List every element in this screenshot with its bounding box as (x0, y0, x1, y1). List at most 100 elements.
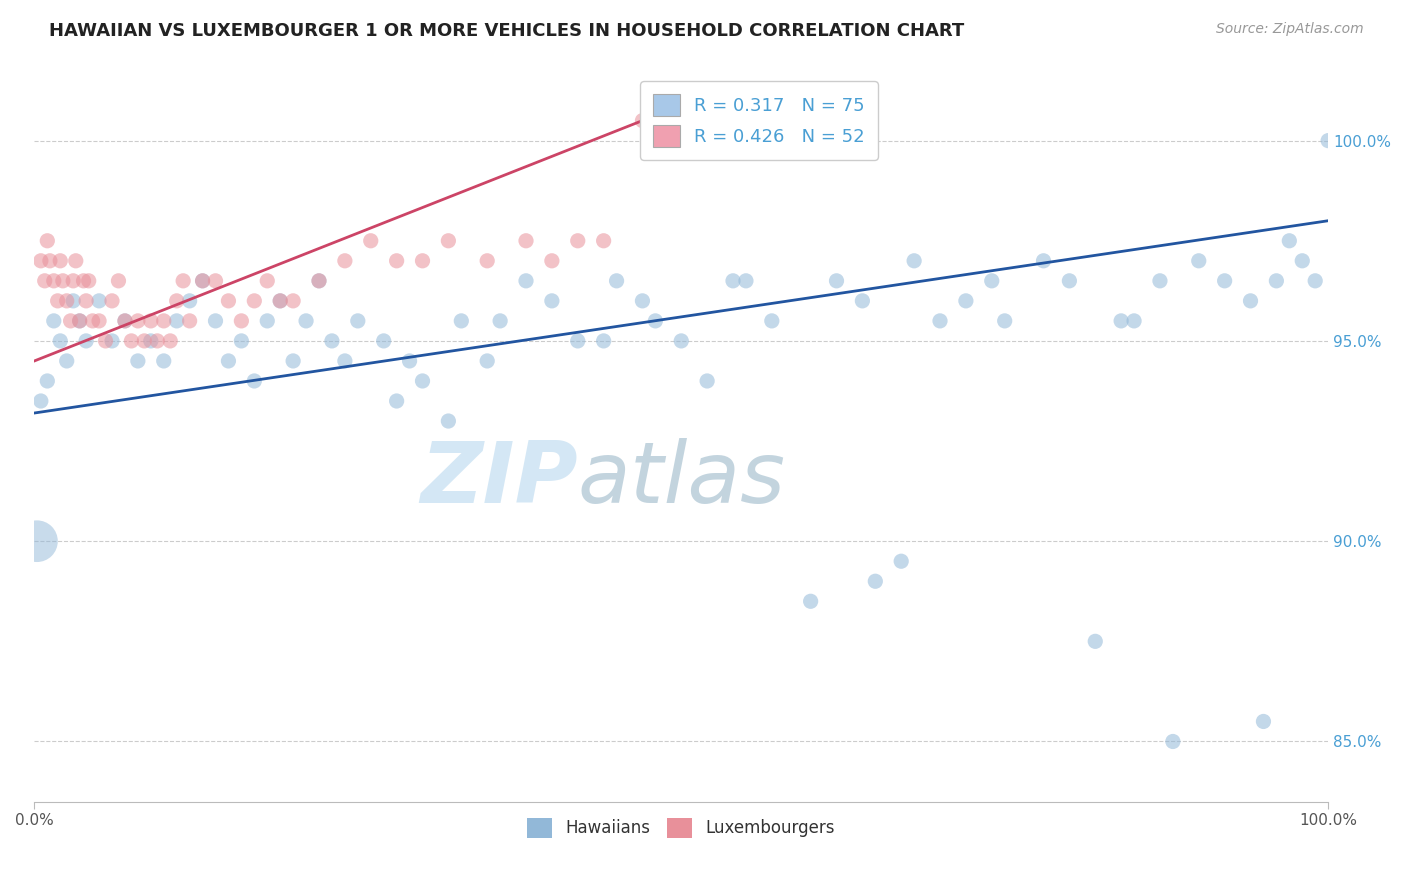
Point (1278, 234, 1301, 248)
Point (139, 314, 162, 328)
Point (256, 314, 278, 328)
Point (243, 374, 266, 388)
Point (412, 253, 434, 268)
Point (179, 293, 201, 308)
Point (321, 334, 343, 348)
Point (1253, 714, 1275, 729)
Point (1123, 314, 1146, 328)
Point (75, 334, 97, 348)
Text: Source: ZipAtlas.com: Source: ZipAtlas.com (1216, 22, 1364, 37)
Point (489, 314, 512, 328)
Point (69, 314, 91, 328)
Point (398, 354, 420, 368)
Point (25, 534, 48, 549)
Point (980, 274, 1002, 288)
Point (333, 354, 356, 368)
Point (191, 274, 214, 288)
Point (62, 274, 84, 288)
Point (139, 334, 162, 348)
Point (281, 293, 304, 308)
Point (721, 274, 744, 288)
Point (179, 314, 201, 328)
Point (49, 253, 72, 268)
Point (42, 274, 65, 288)
Legend: Hawaiians, Luxembourgers: Hawaiians, Luxembourgers (520, 811, 842, 845)
Point (134, 334, 156, 348)
Point (373, 334, 395, 348)
Point (477, 354, 499, 368)
Point (308, 274, 330, 288)
Point (515, 234, 537, 248)
Point (412, 374, 434, 388)
Point (269, 293, 291, 308)
Point (243, 293, 266, 308)
Point (107, 274, 129, 288)
Text: HAWAIIAN VS LUXEMBOURGER 1 OR MORE VEHICLES IN HOUSEHOLD CORRELATION CHART: HAWAIIAN VS LUXEMBOURGER 1 OR MORE VEHIC… (49, 22, 965, 40)
Point (592, 234, 614, 248)
Point (75, 293, 97, 308)
Point (515, 274, 537, 288)
Point (87, 293, 110, 308)
Point (360, 234, 382, 248)
Point (631, 113, 654, 128)
Point (890, 554, 912, 568)
Point (77, 274, 100, 288)
Point (606, 274, 628, 288)
Point (1303, 274, 1326, 288)
Point (308, 274, 330, 288)
Point (65, 253, 87, 268)
Point (1291, 253, 1313, 268)
Point (152, 314, 174, 328)
Point (42, 314, 65, 328)
Point (450, 314, 472, 328)
Point (437, 234, 460, 248)
Point (865, 574, 887, 589)
Point (567, 334, 589, 348)
Point (1032, 253, 1054, 268)
Point (55, 354, 77, 368)
Point (346, 314, 368, 328)
Point (62, 293, 84, 308)
Point (1149, 274, 1171, 288)
Point (82, 314, 104, 328)
Point (191, 274, 214, 288)
Point (49, 334, 72, 348)
Point (851, 293, 873, 308)
Point (114, 314, 136, 328)
Point (800, 594, 823, 608)
Point (1317, 134, 1340, 148)
Point (955, 293, 977, 308)
Point (541, 253, 564, 268)
Point (385, 253, 408, 268)
Point (269, 293, 291, 308)
Point (46, 293, 69, 308)
Text: ZIP: ZIP (420, 438, 578, 521)
Point (34, 274, 56, 288)
Point (256, 274, 278, 288)
Point (1265, 274, 1288, 288)
Point (281, 354, 304, 368)
Point (567, 234, 589, 248)
Point (94, 334, 117, 348)
Point (166, 293, 188, 308)
Point (101, 293, 124, 308)
Point (69, 314, 91, 328)
Point (696, 374, 718, 388)
Point (204, 274, 226, 288)
Point (825, 274, 848, 288)
Point (1188, 253, 1211, 268)
Point (146, 334, 169, 348)
Point (55, 293, 77, 308)
Point (437, 414, 460, 428)
Point (333, 253, 356, 268)
Point (114, 314, 136, 328)
Point (477, 253, 499, 268)
Point (1213, 274, 1236, 288)
Point (59, 314, 82, 328)
Point (231, 314, 253, 328)
Point (1109, 314, 1132, 328)
Point (1059, 274, 1081, 288)
Point (37, 234, 59, 248)
Point (1161, 734, 1184, 748)
Text: atlas: atlas (578, 438, 786, 521)
